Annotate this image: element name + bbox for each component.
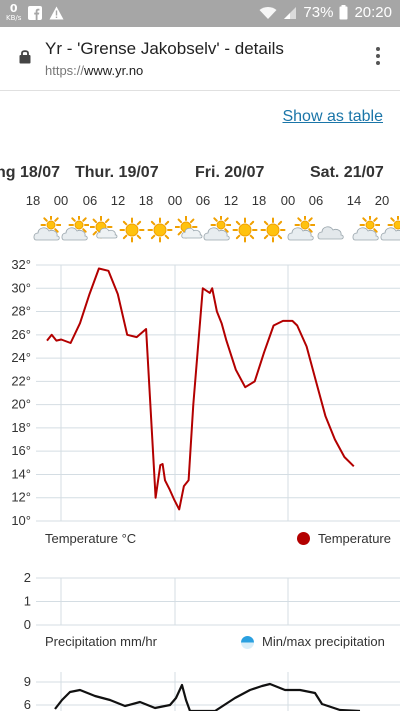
network-speed-value: 0 [9,2,18,15]
network-speed-unit: KB/s [6,14,22,22]
day-label: Thur. 19/07 [75,164,159,181]
day-label: Sat. 21/07 [310,164,384,181]
hour-label: 12 [223,193,239,208]
precipitation-legend-label: Min/max precipitation [262,634,385,649]
precipitation-y-axis: 0 1 2 [24,570,31,632]
hour-label: 00 [167,193,183,208]
partly-sunny-icon [175,216,203,239]
hour-label: 00 [280,193,296,208]
temperature-tick-label: 26° [11,327,31,342]
clock: 20:20 [354,4,392,21]
sun-icon [119,217,145,243]
temperature-tick-label: 32° [11,257,31,272]
hour-label: 18 [25,193,41,208]
partly-cloudy-icon [352,216,380,241]
day-label: ng 18/07 [0,164,61,181]
hour-label: 06 [308,193,324,208]
day-header-row: ng 18/07 Thur. 19/07 Fri. 20/07 Sat. 21/… [0,164,400,186]
precipitation-tick-label: 1 [24,594,31,609]
temperature-legend-dot [297,532,310,545]
third-chart-gridlines [36,672,400,711]
overflow-menu-icon[interactable] [374,47,382,69]
temperature-tick-label: 22° [11,373,31,388]
day-label: Fri. 20/07 [195,164,265,181]
hour-label: 18 [251,193,267,208]
partly-cloudy-icon [61,216,89,241]
temperature-tick-label: 28° [11,304,31,319]
hour-label: 00 [53,193,69,208]
hour-label: 06 [195,193,211,208]
weather-icon-row [0,216,400,244]
temperature-tick-label: 24° [11,350,31,365]
precipitation-gridlines [36,577,400,626]
temperature-tick-label: 30° [11,280,31,295]
wifi-icon [259,6,277,19]
precipitation-tick-label: 2 [24,570,31,585]
temperature-line [46,267,355,511]
temperature-tick-label: 20° [11,397,31,412]
third-chart-line [54,682,361,711]
temperature-tick-label: 16° [11,443,31,458]
third-chart-tick-label: 9 [24,674,31,689]
weather-charts: 10° 12° 14° 16° 18° 20° 22° 24° 26° 28° 30° 32° 0 1 2… [11,257,400,711]
temperature-tick-label: 12° [11,490,31,505]
hour-label: 14 [346,193,362,208]
third-chart-y-axis: 69 [24,674,31,711]
sun-icon [232,217,258,243]
facebook-icon [28,6,43,20]
browser-toolbar: Yr - 'Grense Jakobselv' - details https:… [0,27,400,91]
temperature-gridlines [36,264,400,522]
temperature-legend-label: Temperature [318,531,391,546]
hour-label: 06 [82,193,98,208]
partly-cloudy-icon [203,216,231,241]
partly-cloudy-icon [33,216,61,241]
show-as-table-link[interactable]: Show as table [282,108,383,125]
cloud-icon [317,226,344,240]
precipitation-tick-label: 0 [24,617,31,632]
temperature-chart-title: Temperature °C [45,531,137,546]
partly-cloudy-icon [380,216,400,241]
status-bar: 0 KB/s 73% 20:20 [0,0,400,27]
partly-cloudy-icon [287,216,315,241]
sun-icon [260,217,286,243]
page-title[interactable]: Yr - 'Grense Jakobselv' - details [45,39,284,58]
temperature-y-axis: 10° 12° 14° 16° 18° 20° 22° 24° 26° 28° 30° 32° [11,257,31,528]
network-speed: 0 KB/s [6,2,22,22]
partly-sunny-icon [90,216,118,239]
battery-percent: 73% [303,4,334,21]
url-host: www.yr.no [84,63,144,78]
warning-icon [49,6,64,20]
third-chart-tick-label: 6 [24,697,31,711]
url-scheme: https:// [45,63,85,78]
hour-label: 12 [110,193,126,208]
sun-icon [147,217,173,243]
battery-icon [339,5,348,20]
hour-header-row: 18 00 06 12 18 00 06 12 18 00 06 14 20 [0,193,400,209]
temperature-tick-label: 14° [11,466,31,481]
signal-icon [284,6,297,19]
precipitation-legend-icon [241,636,254,649]
lock-icon[interactable] [19,49,31,64]
page-url[interactable]: https://www.yr.no [45,63,143,78]
precipitation-chart-title: Precipitation mm/hr [45,634,157,649]
temperature-tick-label: 18° [11,420,31,435]
temperature-tick-label: 10° [11,513,31,528]
hour-label: 20 [374,193,390,208]
hour-label: 18 [138,193,154,208]
